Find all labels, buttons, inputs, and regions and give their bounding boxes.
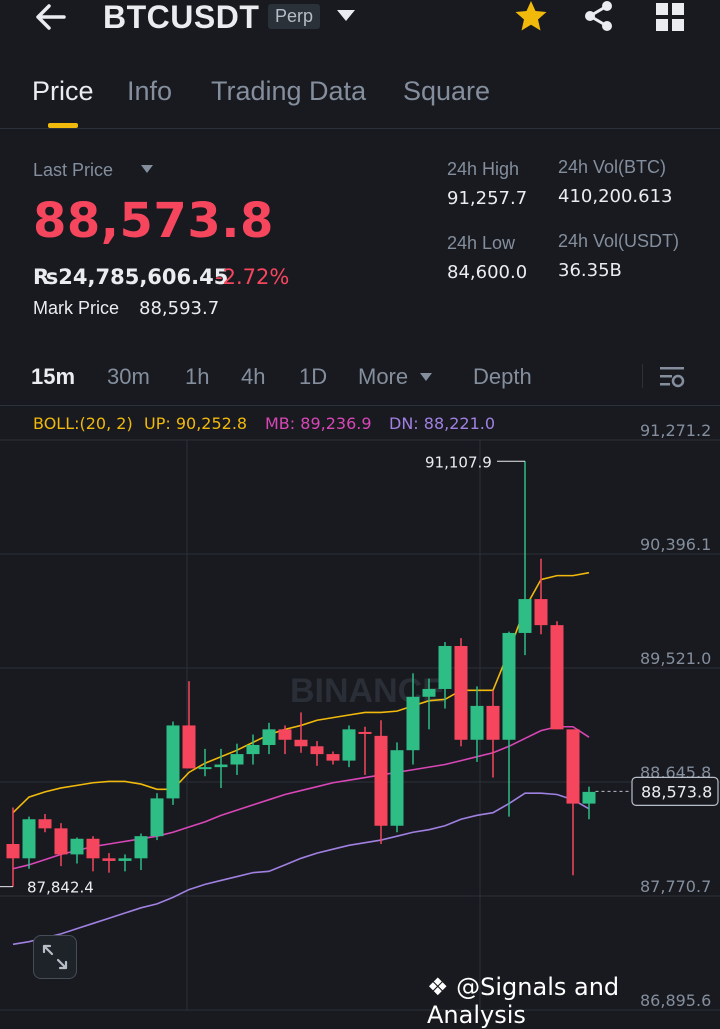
boll-mb: MB: 89,236.9 <box>265 414 372 433</box>
min-price-label: 87,842.4 <box>27 879 94 897</box>
price-axis-label: 91,271.2 <box>640 421 711 440</box>
mark-price: 88,593.7 <box>139 298 220 319</box>
vol-btc: 410,200.613 <box>558 186 673 207</box>
candle-down <box>86 838 100 859</box>
interval-1d[interactable]: 1D <box>299 364 328 389</box>
expand-icon <box>42 944 68 970</box>
attribution-text: @Signals and Analysis <box>427 973 620 1029</box>
candle-up <box>502 632 516 740</box>
last-price-label[interactable]: Last Price <box>33 160 114 180</box>
interval-divider-line <box>0 405 720 406</box>
candle-up <box>246 744 260 755</box>
candle-down <box>294 739 308 747</box>
symbol-dropdown-icon[interactable] <box>337 10 355 21</box>
high-24h: 91,257.7 <box>447 188 528 209</box>
boll-dn: DN: 88,221.0 <box>389 414 496 433</box>
more-dropdown-icon[interactable] <box>420 373 432 381</box>
mark-price-label: Mark Price <box>33 298 120 318</box>
candle-up <box>390 750 404 826</box>
grid-icon[interactable] <box>655 2 685 32</box>
interval-1h[interactable]: 1h <box>185 364 210 389</box>
interval-divider <box>642 364 643 388</box>
candle-up <box>134 836 148 859</box>
top-bar: BTCUSDT Perp <box>0 0 720 38</box>
candle-up <box>198 767 212 770</box>
candle-up <box>470 705 484 740</box>
back-arrow-icon[interactable] <box>34 2 68 32</box>
boll-lower-line <box>12 792 590 946</box>
candle-down <box>534 599 548 626</box>
interval-more[interactable]: More <box>358 364 409 389</box>
tab-trading-data[interactable]: Trading Data <box>211 76 367 106</box>
expand-chart-button[interactable] <box>33 935 77 979</box>
chart-settings-icon[interactable] <box>658 364 686 390</box>
candle-up <box>518 599 532 633</box>
tab-info[interactable]: Info <box>127 76 173 106</box>
candle-down <box>486 705 500 740</box>
binance-watermark: BINANCE <box>290 672 445 710</box>
symbol-title[interactable]: BTCUSDT <box>103 0 260 35</box>
tab-square[interactable]: Square <box>403 76 491 106</box>
contract-type-badge: Perp <box>268 4 321 29</box>
candle-down <box>102 858 116 861</box>
price-axis-label: 87,770.7 <box>640 877 711 896</box>
candle-up <box>438 645 452 689</box>
price-axis-label: 89,521.0 <box>640 649 711 668</box>
current-price-label: 88,573.8 <box>641 782 712 801</box>
interval-4h[interactable]: 4h <box>241 364 266 389</box>
candle-down <box>358 731 372 734</box>
last-price-dropdown-icon[interactable] <box>141 165 153 173</box>
active-tab-indicator <box>48 123 78 128</box>
vol-usdt: 36.35B <box>558 260 622 281</box>
fiat-value: ₨24,785,606.45 <box>33 265 229 289</box>
current-price-box <box>631 776 719 806</box>
interval-30m[interactable]: 30m <box>107 364 150 389</box>
diamond-logo-icon: ❖ <box>427 973 449 1001</box>
star-icon[interactable] <box>514 0 548 32</box>
candle-down <box>326 754 340 761</box>
candle-up <box>118 858 132 861</box>
interval-15m[interactable]: 15m <box>31 364 76 389</box>
candle-down <box>54 828 68 855</box>
tab-price[interactable]: Price <box>32 76 94 106</box>
candle-down <box>454 645 468 740</box>
candle-down <box>550 625 564 730</box>
candle-down <box>182 725 196 769</box>
boll-label: BOLL:(20, 2) <box>33 414 133 433</box>
price-axis-label: 90,396.1 <box>640 535 711 554</box>
candle-down <box>374 735 388 826</box>
candle-up <box>342 729 356 761</box>
candle-up <box>230 754 244 765</box>
depth-tab[interactable]: Depth <box>473 364 532 389</box>
candle-down <box>566 729 580 804</box>
low-24h-label: 24h Low <box>447 233 516 253</box>
vol-usdt-label: 24h Vol(USDT) <box>558 231 680 251</box>
candle-down <box>278 729 292 740</box>
price-axis-label: 86,895.6 <box>640 991 711 1010</box>
vol-btc-label: 24h Vol(BTC) <box>558 157 667 177</box>
candle-up <box>166 725 180 799</box>
candle-down <box>6 843 20 859</box>
candlestick-chart[interactable]: BINANCE91,271.290,396.189,521.088,645.88… <box>0 405 720 1011</box>
candle-down <box>38 819 52 829</box>
high-24h-label: 24h High <box>447 159 520 179</box>
last-price: 88,573.8 <box>33 193 274 249</box>
candle-up <box>150 798 164 837</box>
candle-up <box>422 688 436 697</box>
boll-up: UP: 90,252.8 <box>144 414 248 433</box>
low-24h: 84,600.0 <box>447 262 528 283</box>
candle-up <box>214 764 228 768</box>
candle-up <box>582 791 596 804</box>
attribution-watermark: ❖ @Signals and Analysis <box>427 973 720 1029</box>
candle-up <box>262 729 276 745</box>
candle-up <box>70 838 84 855</box>
change-percent: -2.72% <box>215 265 290 289</box>
candle-up <box>406 696 420 751</box>
candle-down <box>310 746 324 755</box>
max-price-label: 91,107.9 <box>425 453 492 471</box>
share-icon[interactable] <box>583 0 615 32</box>
tabs-divider <box>0 128 720 129</box>
candle-up <box>22 819 36 859</box>
